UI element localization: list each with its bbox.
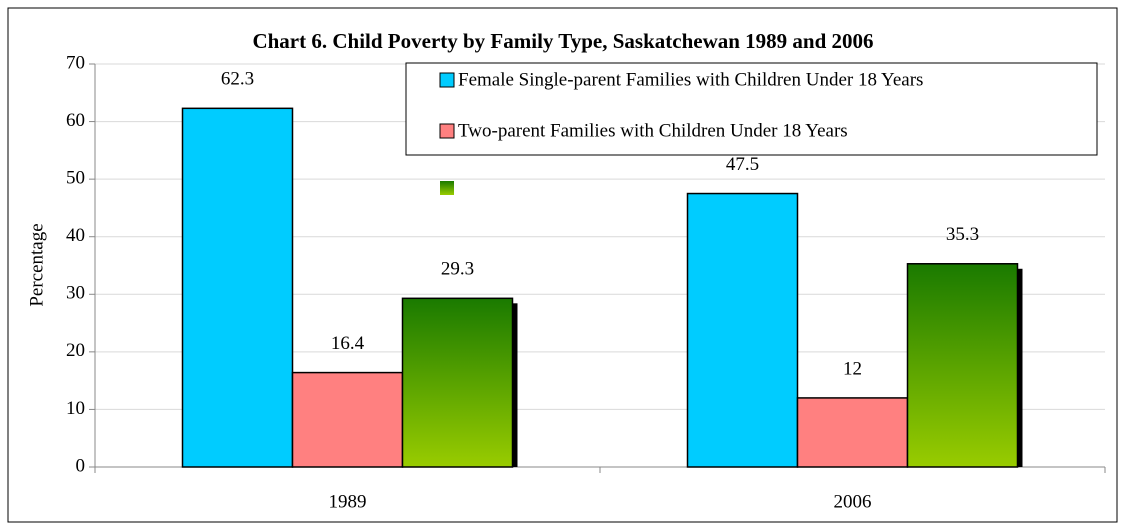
value-label: 35.3 <box>946 224 979 245</box>
legend-label: Female Single-parent Families with Child… <box>458 69 923 90</box>
y-axis-label: Percentage <box>26 223 47 306</box>
bar <box>291 371 404 468</box>
value-label: 29.3 <box>441 259 474 280</box>
x-tick-label: 1989 <box>329 491 367 512</box>
value-label: 62.3 <box>221 69 254 90</box>
legend-box <box>405 62 1098 156</box>
legend-swatch <box>439 123 455 139</box>
y-tick-label: 60 <box>66 110 85 131</box>
y-tick-label: 70 <box>66 52 85 73</box>
bar <box>181 107 294 468</box>
legend-swatch <box>440 181 454 195</box>
x-tick-label: 2006 <box>834 491 872 512</box>
y-tick-label: 0 <box>76 455 86 476</box>
bar <box>796 397 909 468</box>
y-tick-label: 20 <box>66 340 85 361</box>
bar <box>401 297 514 468</box>
y-tick-label: 10 <box>66 398 85 419</box>
legend-swatch <box>439 72 455 88</box>
value-label: 47.5 <box>726 154 759 175</box>
value-label: 16.4 <box>331 333 365 354</box>
value-label: 12 <box>843 358 862 379</box>
chart-title: Chart 6. Child Poverty by Family Type, S… <box>252 29 873 53</box>
legend-label: Two-parent Families with Children Under … <box>458 120 848 141</box>
bar <box>906 263 1019 468</box>
y-tick-label: 40 <box>66 225 85 246</box>
y-tick-label: 50 <box>66 168 85 189</box>
y-tick-label: 30 <box>66 283 85 304</box>
bar <box>686 192 799 468</box>
